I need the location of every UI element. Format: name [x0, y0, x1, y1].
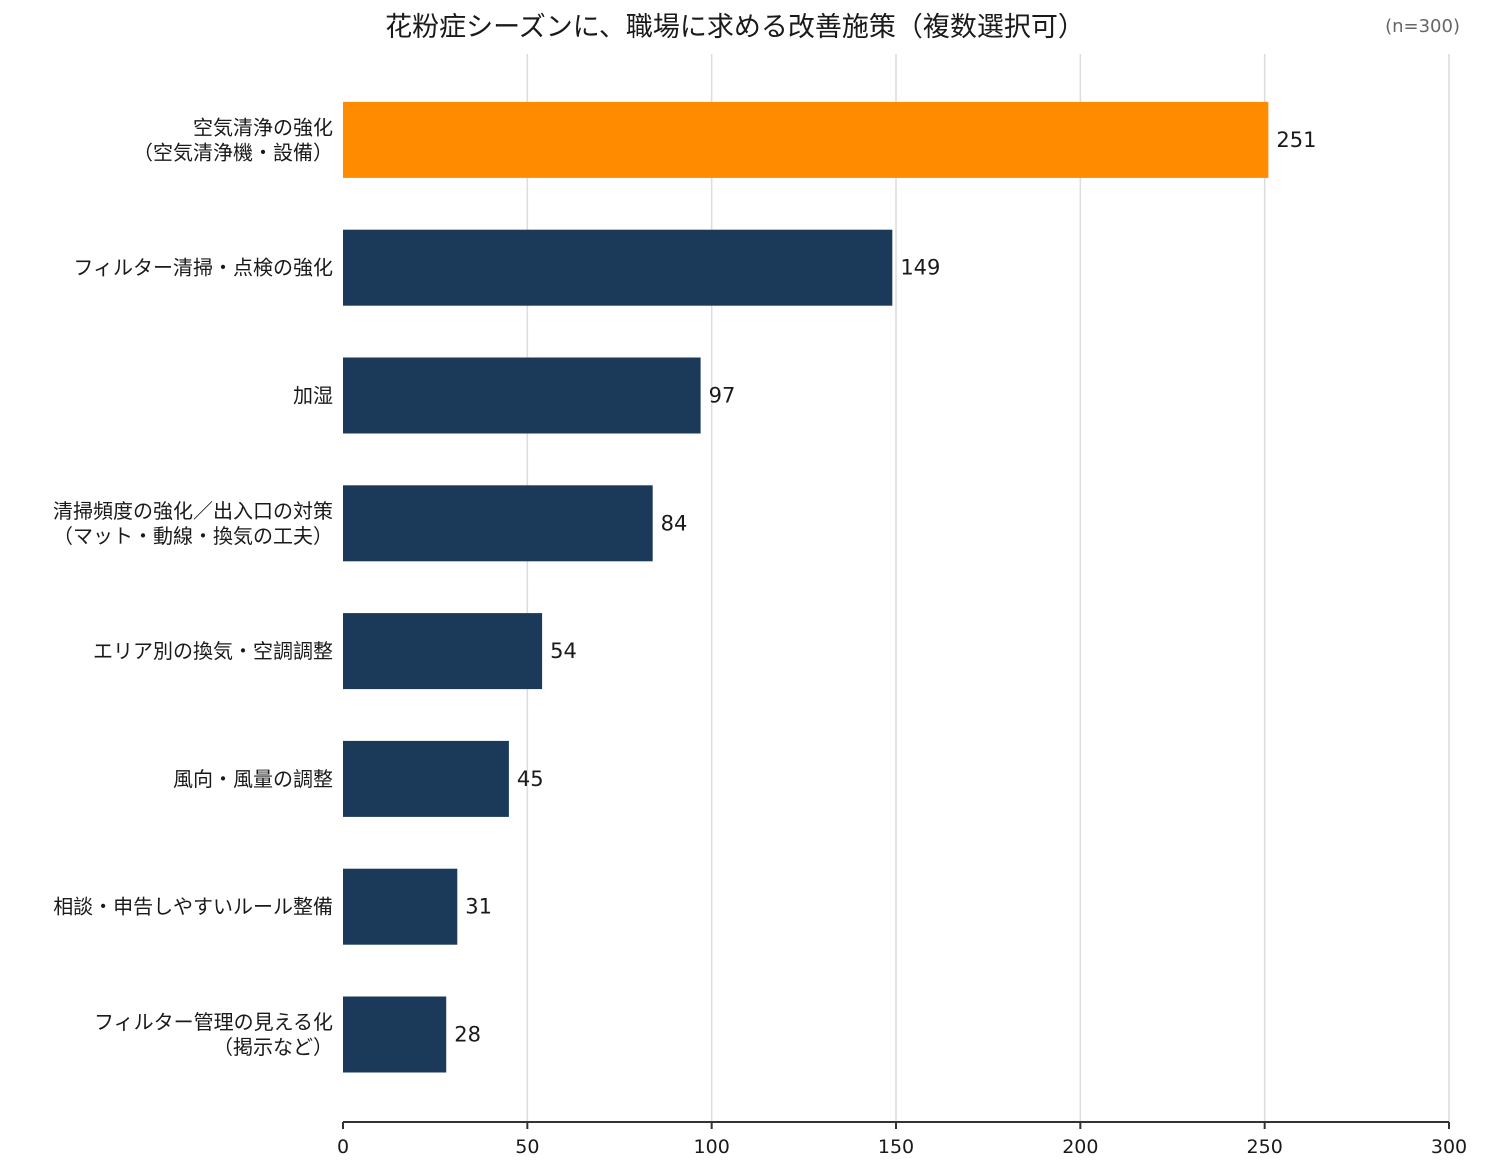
category-label-6: 相談・申告しやすいルール整備 — [53, 895, 333, 919]
bar-2 — [343, 357, 701, 434]
bar-5 — [343, 740, 509, 817]
bar-7 — [343, 996, 447, 1073]
value-label-4: 54 — [550, 639, 577, 663]
value-label-2: 97 — [709, 384, 736, 408]
x-tick-label-200: 200 — [1062, 1136, 1098, 1158]
bar-6 — [343, 868, 458, 945]
value-label-1: 149 — [900, 256, 940, 280]
category-label-2: 加湿 — [293, 384, 333, 408]
bars — [343, 101, 1269, 1073]
category-label-0: 空気清浄の強化（空気清浄機・設備） — [133, 115, 333, 164]
category-labels: 空気清浄の強化（空気清浄機・設備） フィルター清掃・点検の強化加湿清掃頻度の強化／… — [53, 115, 333, 1059]
sample-size-note: (n=300) — [1385, 16, 1460, 37]
chart-title: 花粉症シーズンに、職場に求める改善施策（複数選択可） — [385, 12, 1085, 43]
x-tick-label-50: 50 — [515, 1136, 539, 1158]
bar-4 — [343, 613, 543, 690]
category-label-7: フィルター管理の見える化（掲示など） — [94, 1010, 333, 1059]
x-tick-label-0: 0 — [337, 1136, 349, 1158]
bar-3 — [343, 485, 653, 562]
value-label-3: 84 — [661, 511, 688, 535]
x-tick-label-250: 250 — [1247, 1136, 1283, 1158]
x-tick-label-100: 100 — [694, 1136, 730, 1158]
value-label-5: 45 — [517, 767, 544, 791]
value-labels: 251 149 97 84 54 45 31 28 — [454, 128, 1316, 1047]
value-label-7: 28 — [454, 1023, 481, 1047]
category-label-3: 清掃頻度の強化／出入口の対策（マット・動線・換気の工夫） — [53, 499, 333, 548]
category-label-1: フィルター清掃・点検の強化 — [73, 256, 333, 280]
x-axis: 0 50 100 150 200 250 300 — [337, 1121, 1467, 1158]
bar-1 — [343, 229, 893, 306]
gridlines — [526, 54, 1450, 1122]
x-tick-label-150: 150 — [878, 1136, 914, 1158]
value-label-0: 251 — [1276, 128, 1316, 152]
value-label-6: 31 — [465, 895, 492, 919]
x-tick-label-300: 300 — [1431, 1136, 1467, 1158]
category-label-5: 風向・風量の調整 — [173, 767, 333, 791]
bar-0 — [343, 101, 1269, 178]
category-label-4: エリア別の換気・空調調整 — [93, 639, 333, 663]
